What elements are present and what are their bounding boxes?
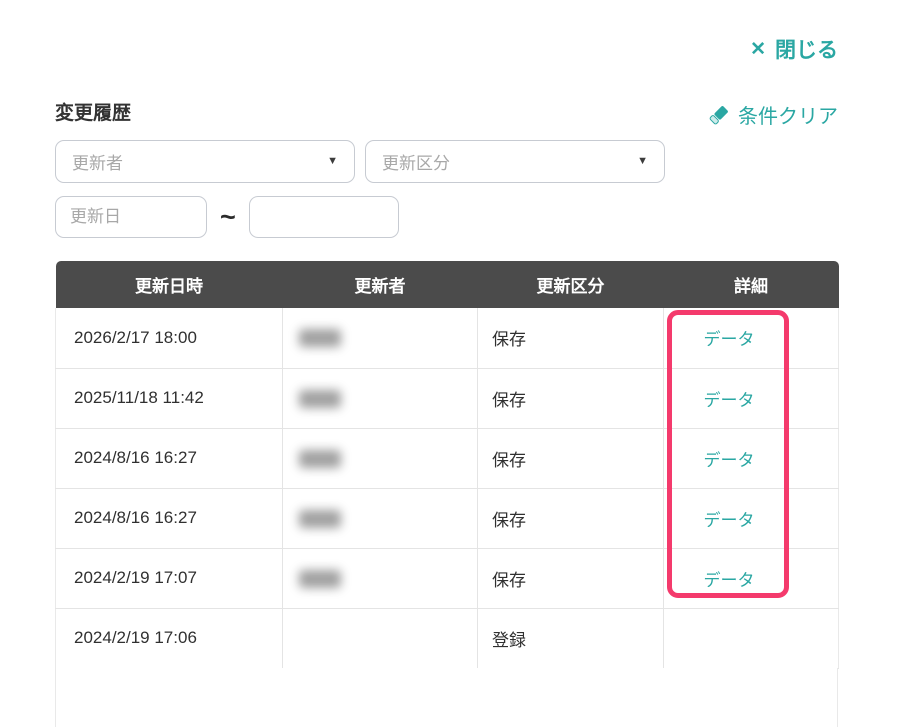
cell-datetime: 2026/2/17 18:00 xyxy=(55,308,283,369)
cell-updater xyxy=(282,488,478,549)
detail-link[interactable]: データ xyxy=(703,330,755,350)
table-row: 2025/11/18 11:42 保存 データ xyxy=(55,368,839,429)
cell-detail: データ xyxy=(663,368,839,429)
table-row: 2024/8/16 16:27 保存 データ xyxy=(55,428,839,489)
cell-category: 保存 xyxy=(477,548,664,609)
range-separator: ~ xyxy=(220,201,236,232)
cell-updater xyxy=(282,428,478,489)
blurred-updater-name xyxy=(299,329,341,348)
cell-detail: データ xyxy=(663,488,839,549)
category-select-placeholder: 更新区分 xyxy=(382,154,450,173)
table-empty-area xyxy=(55,668,838,727)
updater-select[interactable]: 更新者 ▼ xyxy=(55,140,355,183)
chevron-down-icon: ▼ xyxy=(327,155,338,167)
clear-conditions-button[interactable]: 条件クリア xyxy=(706,100,838,129)
date-to-input[interactable] xyxy=(248,196,399,238)
cell-detail: データ xyxy=(663,428,839,489)
col-header-updater: 更新者 xyxy=(282,261,478,308)
table-header-row: 更新日時 更新者 更新区分 詳細 xyxy=(55,261,839,308)
cell-category: 保存 xyxy=(477,368,664,429)
cell-datetime: 2024/8/16 16:27 xyxy=(55,428,283,489)
blurred-updater-name xyxy=(299,389,341,408)
clear-conditions-label: 条件クリア xyxy=(738,106,838,128)
blurred-updater-name xyxy=(299,509,341,528)
cell-updater xyxy=(282,548,478,609)
eraser-icon xyxy=(709,105,728,124)
cell-detail: データ xyxy=(663,308,839,369)
detail-link[interactable]: データ xyxy=(703,510,755,530)
cell-datetime: 2024/2/19 17:06 xyxy=(55,608,283,669)
detail-link[interactable]: データ xyxy=(703,570,755,590)
cell-datetime: 2024/2/19 17:07 xyxy=(55,548,283,609)
cell-datetime: 2025/11/18 11:42 xyxy=(55,368,283,429)
cell-detail: データ xyxy=(663,548,839,609)
table-row: 2024/2/19 17:06 登録 xyxy=(55,608,839,669)
table-row: 2024/8/16 16:27 保存 データ xyxy=(55,488,839,549)
cell-detail xyxy=(663,608,839,669)
col-header-datetime: 更新日時 xyxy=(55,261,283,308)
filter-row-dates: ~ xyxy=(55,196,399,238)
history-table-body: 2026/2/17 18:00 保存 データ 2025/11/18 11:42 … xyxy=(55,308,839,669)
cell-category: 保存 xyxy=(477,428,664,489)
filter-row-selects: 更新者 ▼ 更新区分 ▼ xyxy=(55,140,665,183)
category-select[interactable]: 更新区分 ▼ xyxy=(365,140,665,183)
date-from-input[interactable] xyxy=(55,196,207,238)
cell-category: 保存 xyxy=(477,308,664,369)
updater-select-placeholder: 更新者 xyxy=(72,154,123,173)
cell-category: 保存 xyxy=(477,488,664,549)
cell-category: 登録 xyxy=(477,608,664,669)
blurred-updater-name xyxy=(299,449,341,468)
cell-updater xyxy=(282,368,478,429)
page-title: 変更履歴 xyxy=(55,103,132,124)
detail-link[interactable]: データ xyxy=(703,450,755,470)
table-row: 2024/2/19 17:07 保存 データ xyxy=(55,548,839,609)
table-row: 2026/2/17 18:00 保存 データ xyxy=(55,308,839,369)
col-header-detail: 詳細 xyxy=(663,261,839,308)
close-icon: ✕ xyxy=(750,38,766,60)
close-label: 閉じる xyxy=(775,39,838,62)
close-button[interactable]: ✕ 閉じる xyxy=(750,34,838,64)
cell-updater xyxy=(282,608,478,669)
col-header-category: 更新区分 xyxy=(477,261,664,308)
detail-link[interactable]: データ xyxy=(703,390,755,410)
chevron-down-icon: ▼ xyxy=(637,155,648,167)
cell-updater xyxy=(282,308,478,369)
blurred-updater-name xyxy=(299,569,341,588)
history-table: 更新日時 更新者 更新区分 詳細 2026/2/17 18:00 保存 データ … xyxy=(55,261,839,669)
cell-datetime: 2024/8/16 16:27 xyxy=(55,488,283,549)
